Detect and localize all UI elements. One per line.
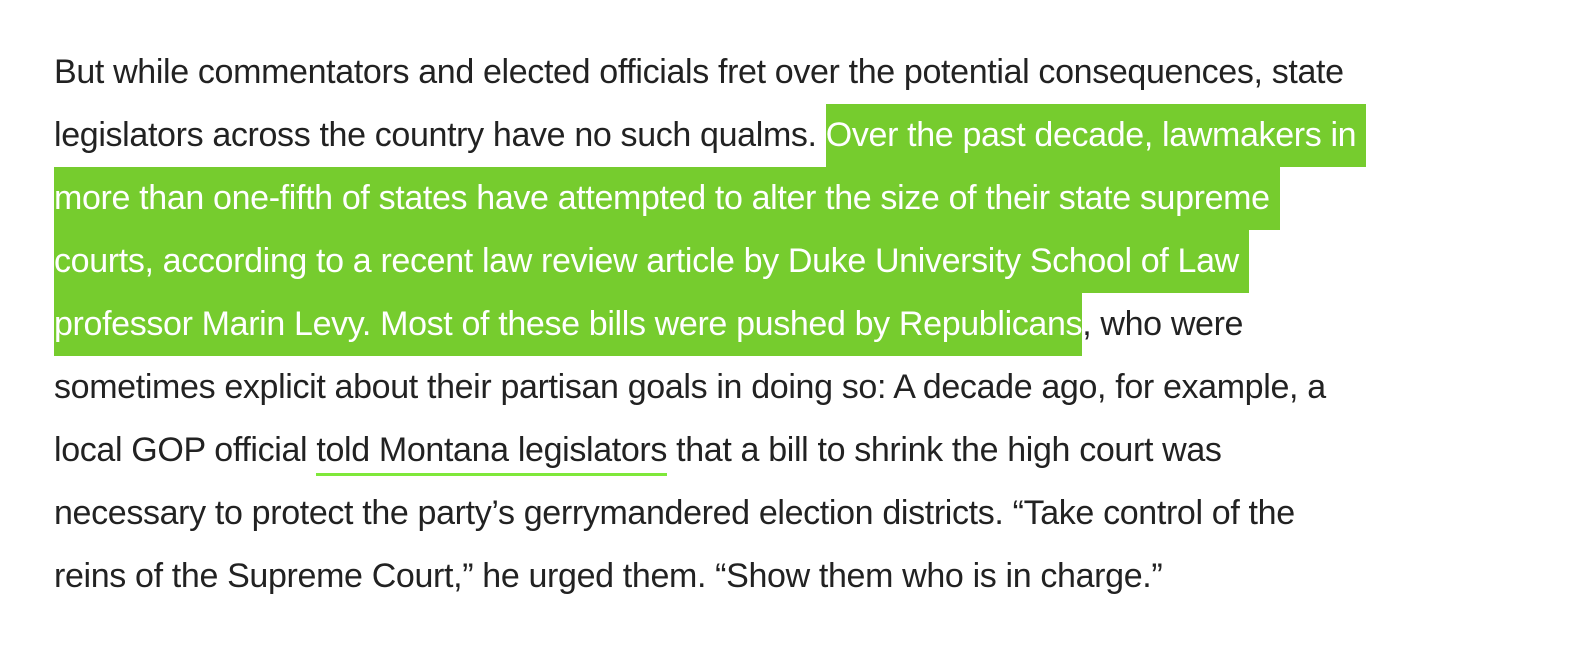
text-line: But while commentators and elected offic… [54,41,1554,104]
text: , who were [1082,305,1244,343]
text: necessary to protect the party’s gerryma… [54,494,1295,532]
highlighted-text: more than one-fifth of states have attem… [54,167,1280,230]
text: that a bill to shrink the high court was [667,431,1222,469]
text: reins of the Supreme Court,” he urged th… [54,557,1163,595]
highlighted-text: Over the past decade, lawmakers in [825,104,1367,167]
montana-legislators-link[interactable]: told Montana legislators [316,431,667,476]
text-line: sometimes explicit about their partisan … [54,356,1554,419]
text: But while commentators and elected offic… [54,53,1344,91]
text: local GOP official [54,431,317,469]
text: legislators across the country have no s… [54,116,826,154]
text-line: local GOP official told Montana legislat… [54,419,1554,482]
text-line: legislators across the country have no s… [54,104,1554,167]
text-line: professor Marin Levy. Most of these bill… [54,293,1554,356]
text-line: reins of the Supreme Court,” he urged th… [54,545,1554,608]
text-line: more than one-fifth of states have attem… [54,167,1554,230]
text-line: courts, according to a recent law review… [54,230,1554,293]
text: sometimes explicit about their partisan … [54,368,1326,406]
highlighted-text: courts, according to a recent law review… [54,230,1249,293]
article-paragraph: But while commentators and elected offic… [54,41,1554,608]
text-line: necessary to protect the party’s gerryma… [54,482,1554,545]
highlighted-text: professor Marin Levy. Most of these bill… [54,293,1083,356]
